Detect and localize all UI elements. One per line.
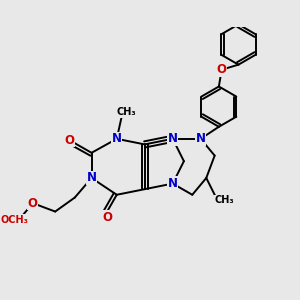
Text: O: O xyxy=(102,211,112,224)
Text: CH₃: CH₃ xyxy=(215,195,234,206)
Text: O: O xyxy=(28,197,38,210)
Text: O: O xyxy=(64,134,74,147)
Text: OCH₃: OCH₃ xyxy=(1,215,28,225)
Text: CH₃: CH₃ xyxy=(117,107,136,117)
Text: N: N xyxy=(168,132,178,145)
Text: N: N xyxy=(87,172,97,184)
Text: O: O xyxy=(217,63,227,76)
Text: N: N xyxy=(196,132,206,145)
Text: N: N xyxy=(112,132,122,145)
Text: N: N xyxy=(168,177,178,190)
